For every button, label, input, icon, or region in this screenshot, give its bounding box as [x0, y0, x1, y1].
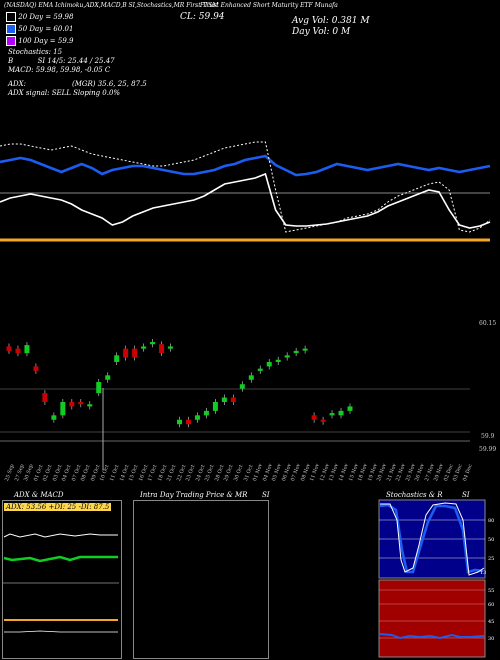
ema20-legend: 20 Day = 59.98	[6, 12, 73, 22]
candle-body	[293, 350, 299, 354]
candle-body	[248, 375, 254, 380]
candle-body	[329, 413, 335, 416]
stoch-panel-si: SI	[462, 491, 470, 499]
blue-ema-line	[0, 154, 491, 177]
rsi-blue-line	[379, 633, 485, 640]
candle-body	[132, 348, 138, 358]
avg-vol-label: Avg Vol: 0.381 M	[292, 16, 370, 26]
candle-body	[338, 410, 344, 416]
stoch-panel-title: Stochastics & R	[386, 491, 443, 499]
ema50-swatch	[6, 24, 16, 34]
intraday-panel	[133, 500, 269, 659]
candle-body	[24, 345, 30, 354]
stoch-value-label: 13	[480, 570, 486, 576]
adx-values: (MGR) 35.6, 25, 87.5	[72, 80, 147, 88]
candle-body	[266, 362, 272, 367]
ema20-text: 20 Day = 59.98	[18, 13, 74, 21]
rsi-level-label: 55	[488, 588, 494, 594]
stoch-line: Stochastics: 15	[8, 48, 63, 56]
candle-body	[212, 402, 218, 411]
adx-label: ADX:	[8, 80, 27, 88]
symbol-label: FTSM	[200, 2, 219, 9]
candle-body	[15, 348, 21, 354]
rsi-level-label: 45	[488, 619, 494, 625]
price-label-top: 60.15	[479, 320, 497, 327]
ema20-swatch	[6, 12, 16, 22]
adx-white-line	[3, 533, 118, 538]
stoch-level-label: 50	[488, 537, 494, 543]
candle-body	[159, 344, 165, 354]
rsi-level-label: 60	[488, 602, 494, 608]
adx-signal: ADX signal: SELL Sloping 0.0%	[8, 89, 121, 97]
stoch-level-label: 80	[488, 518, 494, 524]
ema100-swatch	[6, 36, 16, 46]
candle-body	[168, 346, 174, 349]
candle-body	[6, 346, 12, 351]
candle-body	[123, 348, 129, 358]
stoch-white-line	[380, 502, 485, 576]
macd-line: MACD: 59.98, 59.98, -0.05 C	[8, 66, 111, 74]
candle-body	[96, 382, 102, 394]
ema100-text: 100 Day = 59.9	[18, 37, 74, 45]
candle-body	[347, 406, 353, 411]
candle-body	[311, 415, 317, 420]
candle-body	[320, 419, 326, 422]
candle-body	[60, 402, 66, 416]
stoch-level-label: 25	[488, 556, 494, 562]
candle-body	[177, 419, 182, 425]
candle-body	[185, 419, 191, 425]
rsi-panel-bg	[378, 579, 486, 658]
adx-panel	[2, 500, 122, 659]
si-line: B SI 14/5: 25.44 / 25.47	[8, 57, 115, 65]
candle-body	[275, 359, 281, 362]
intraday-panel-title: Intra Day Trading Price & MR	[140, 491, 248, 499]
candle-body	[105, 375, 111, 380]
adx-green-line	[3, 555, 118, 563]
candle-body	[87, 404, 93, 407]
ema50-text: 50 Day = 60.01	[18, 25, 74, 33]
candle-body	[284, 355, 290, 358]
candle-body	[33, 366, 39, 371]
candle-body	[194, 415, 200, 420]
rsi-level-label: 30	[488, 636, 494, 642]
candle-body	[221, 397, 227, 402]
candle-body	[203, 410, 209, 416]
candle-body	[42, 393, 48, 402]
close-label: CL: 59.94	[180, 12, 225, 22]
si-text: SI 14/5: 25.44 / 25.47	[37, 57, 115, 65]
price-label-mid: 59.9	[481, 433, 495, 440]
candle-body	[51, 415, 57, 420]
candle-body	[141, 346, 147, 349]
header-line: (NASDAQ) EMA Ichimoku,ADX,MACD,B SI,Stoc…	[4, 2, 338, 9]
candle-body	[78, 402, 84, 405]
intraday-si: SI	[262, 491, 270, 499]
candle-body	[230, 397, 236, 402]
adx-readout: ADX: 53.56 +DI: 25 -DI: 87.5	[4, 503, 112, 511]
ema-indicator-chart	[0, 141, 491, 242]
dotted-signal-line	[0, 141, 491, 233]
macd-white-line	[4, 630, 118, 633]
white-stochastic-line	[0, 172, 491, 229]
day-vol-label: Day Vol: 0 M	[292, 27, 351, 37]
candle-body	[239, 384, 245, 389]
candle-body	[69, 402, 75, 407]
price-label-low: 59.99	[479, 446, 497, 453]
ema100-legend: 100 Day = 59.9	[6, 36, 73, 46]
adx-panel-title: ADX & MACD	[14, 491, 64, 499]
stoch-blue-line	[379, 503, 484, 574]
candle-body	[114, 355, 120, 362]
b-letter: B	[8, 57, 14, 65]
candle-body	[302, 348, 308, 351]
candle-body	[257, 368, 263, 371]
ema50-legend: 50 Day = 60.01	[6, 24, 73, 34]
candle-body	[150, 342, 156, 345]
